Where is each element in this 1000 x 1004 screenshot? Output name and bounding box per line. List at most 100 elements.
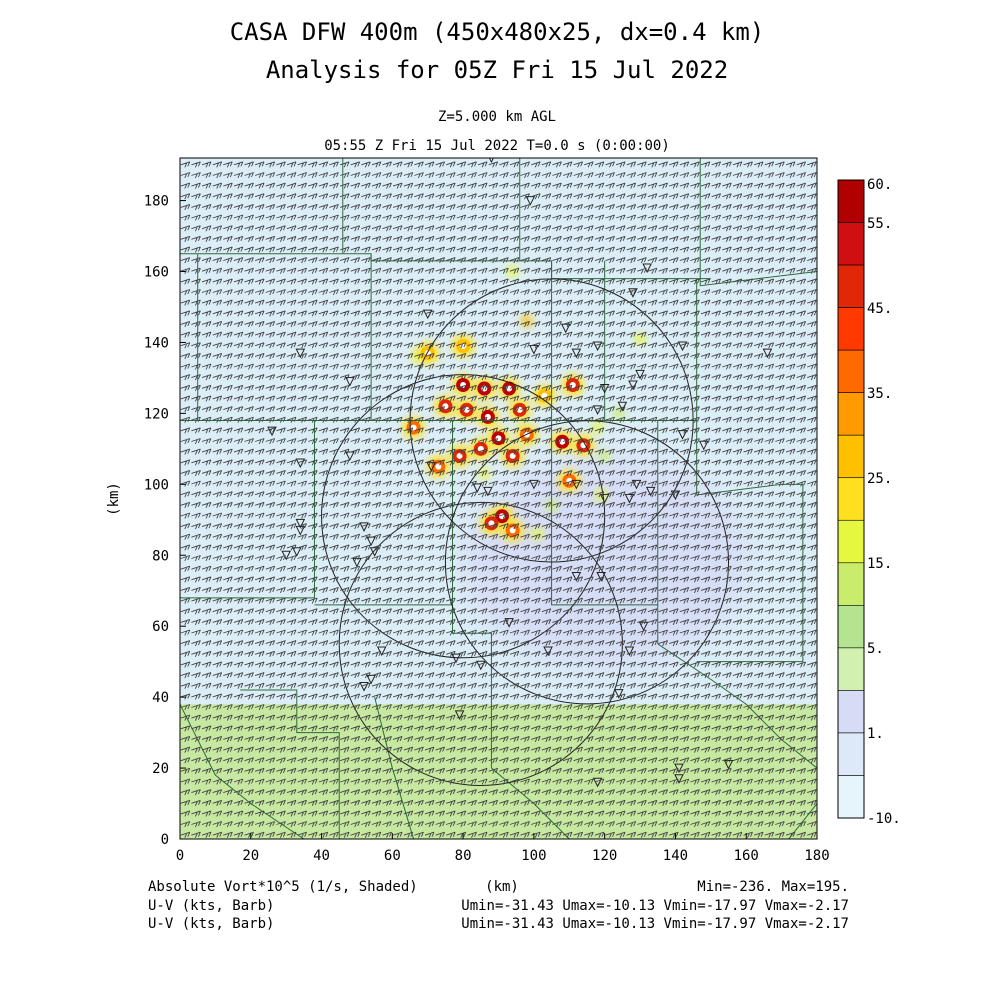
- vorticity-core-center: [509, 452, 516, 459]
- county-boundary: [551, 420, 658, 606]
- x-tick-label: 140: [663, 848, 688, 864]
- chart-title: CASA DFW 400m (450x480x25, dx=0.4 km): [230, 18, 765, 46]
- valid-time-label: 05:55 Z Fri 15 Jul 2022 T=0.0 s (0:00:00…: [324, 138, 670, 154]
- station-marker: [624, 646, 635, 657]
- y-tick-label: 140: [144, 335, 169, 351]
- colorbar-swatch: [837, 434, 865, 479]
- colorbar-swatch: [837, 690, 865, 734]
- radar-range-ring: [444, 420, 730, 705]
- colorbar-swatch: [837, 562, 865, 606]
- vorticity-core-center: [456, 452, 463, 459]
- level-label: Z=5.000 km AGL: [438, 109, 556, 125]
- station-marker: [560, 323, 571, 334]
- x-tick-label: 80: [455, 848, 472, 864]
- negative-vorticity-area: [463, 456, 747, 669]
- county-boundary: [551, 260, 804, 663]
- x-tick-label: 180: [804, 848, 829, 864]
- colorbar: 60. 55. 45. 35. 25. 15. 5. 1. -10.: [837, 177, 901, 827]
- colorbar-swatch: [837, 732, 865, 776]
- station-marker: [295, 348, 306, 359]
- vorticity-core-center: [484, 413, 491, 420]
- footer-field-vort: Absolute Vort*10^5 (1/s, Shaded): [148, 879, 418, 895]
- station-marker: [369, 547, 380, 557]
- plot-frame: [179, 157, 818, 840]
- station-marker: [483, 486, 493, 497]
- station-marker: [677, 430, 688, 440]
- weak-vorticity-cell: [520, 315, 533, 328]
- y-tick-label: 20: [152, 761, 169, 777]
- y-tick-label: 100: [144, 477, 169, 493]
- station-marker: [638, 621, 649, 632]
- colorbar-swatch: [837, 477, 865, 521]
- colorbar-swatch: [837, 605, 865, 649]
- county-boundary: [180, 419, 315, 599]
- colorbar-swatch: [837, 222, 865, 266]
- colorbar-swatch: [837, 179, 865, 223]
- station-marker: [645, 486, 656, 497]
- county-boundary: [240, 689, 340, 839]
- station-marker: [670, 490, 681, 501]
- vorticity-core-center: [509, 527, 516, 534]
- colorbar-swatch: [837, 307, 865, 351]
- county-boundary: [699, 158, 817, 287]
- station-marker: [472, 483, 483, 493]
- station-marker: [628, 288, 638, 298]
- south-band-shading: [180, 704, 817, 839]
- x-tick-label: 40: [313, 848, 330, 864]
- station-markers: [267, 158, 773, 788]
- station-marker: [628, 380, 638, 391]
- y-tick-label: 120: [144, 406, 169, 422]
- station-marker: [366, 536, 376, 547]
- station-marker: [426, 462, 437, 472]
- radar-range-ring: [409, 278, 694, 563]
- footer-field-barb-2: U-V (kts, Barb): [148, 916, 274, 932]
- station-marker: [614, 689, 624, 699]
- colorbar-label: 55.: [867, 216, 892, 232]
- y-tick-label: 180: [144, 194, 169, 210]
- station-marker: [762, 348, 773, 359]
- colorbar-label: 5.: [867, 641, 884, 657]
- colorbar-swatch: [837, 349, 865, 393]
- y-tick-label: 160: [144, 265, 169, 281]
- colorbar-frame: [837, 179, 865, 819]
- y-axis-label: (km): [106, 482, 122, 516]
- wind-barbs: [180, 161, 817, 838]
- county-boundary: [451, 604, 492, 769]
- radar-range-rings: [321, 278, 730, 786]
- station-marker: [281, 550, 291, 561]
- x-tick-label: 120: [592, 848, 617, 864]
- colorbar-label: 25.: [867, 471, 892, 487]
- station-marker: [525, 196, 536, 206]
- chart-subtitle: Analysis for 05Z Fri 15 Jul 2022: [266, 56, 728, 84]
- x-tick-label: 100: [521, 848, 546, 864]
- county-boundaries: [180, 158, 817, 839]
- station-marker: [295, 518, 306, 529]
- y-tick-label: 80: [152, 548, 169, 564]
- station-marker: [291, 547, 302, 557]
- station-marker: [642, 263, 652, 274]
- weak-vorticity-cell: [531, 527, 544, 540]
- wind-barb-field: [180, 161, 817, 838]
- colorbar-swatch: [837, 775, 865, 819]
- colorbar-swatch: [837, 264, 865, 308]
- x-tick-label: 20: [242, 848, 259, 864]
- county-boundary: [374, 697, 415, 839]
- station-marker: [529, 345, 539, 355]
- county-boundary: [657, 643, 817, 769]
- footer-range-1: Umin=-31.43 Umax=-10.13 Vmin=-17.97 Vmax…: [461, 898, 849, 914]
- county-boundary: [180, 703, 305, 839]
- colorbar-label: 1.: [867, 726, 884, 742]
- y-tick-label: 60: [152, 619, 169, 635]
- station-marker: [674, 763, 684, 774]
- station-marker: [723, 760, 734, 770]
- footer-minmax: Min=-236. Max=195.: [697, 879, 849, 895]
- weak-vorticity-cell: [506, 265, 519, 278]
- station-marker: [376, 646, 387, 657]
- colorbar-swatch: [837, 519, 865, 564]
- station-marker: [345, 451, 355, 462]
- plot-area: [180, 158, 817, 839]
- station-marker: [674, 774, 684, 784]
- station-marker: [352, 557, 362, 568]
